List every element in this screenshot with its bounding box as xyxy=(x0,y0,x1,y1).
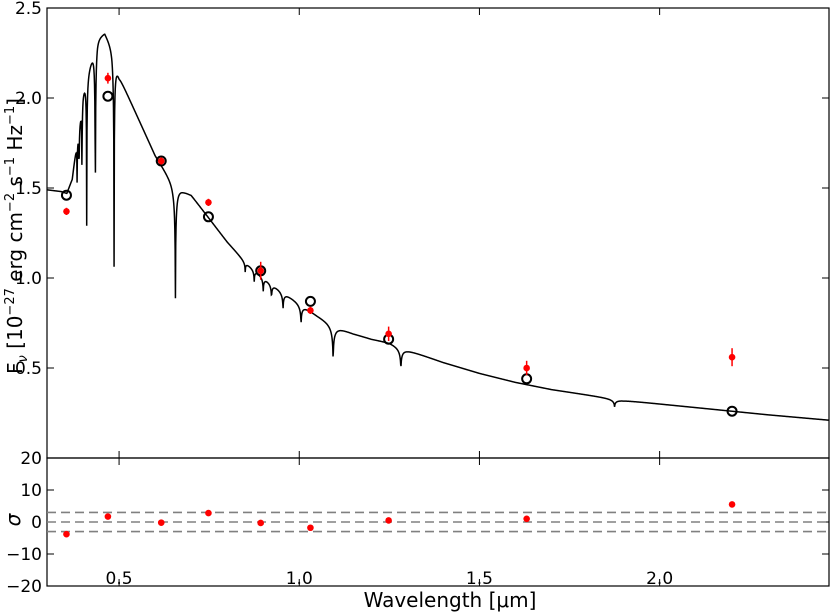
x-tick-labels: 0.5 1.0 1.5 2.0 xyxy=(106,569,674,589)
residual-y-tick-label: −10 xyxy=(6,545,42,565)
residual-y-tick-label: 20 xyxy=(20,449,42,469)
main-panel: 0.5 1.0 1.5 2.0 2.5 xyxy=(15,0,830,459)
main-y-axis-label: Fν [10−27 erg cm−2 s−1 Hz−1] xyxy=(3,98,31,374)
synthetic-point xyxy=(60,189,72,201)
x-tick-label: 0.5 xyxy=(106,569,133,589)
synthetic-point xyxy=(304,295,316,307)
residual-y-tick-label: 10 xyxy=(20,481,42,501)
observed-point xyxy=(63,208,70,215)
residual-point xyxy=(728,501,736,508)
sigma-reference-lines xyxy=(47,511,829,533)
synthetic-point xyxy=(155,155,167,167)
observed-point xyxy=(205,199,212,206)
residual-point xyxy=(523,515,530,523)
residual-point xyxy=(104,513,112,520)
residual-point xyxy=(157,519,165,526)
main-ticks xyxy=(47,7,829,458)
synthetic-point xyxy=(102,90,114,102)
residual-panel: −20 −10 0 10 20 0.5 1.0 1.5 2.0 xyxy=(6,449,830,597)
observed-point xyxy=(157,157,165,165)
model-spectrum-line xyxy=(47,33,829,421)
x-tick-label: 1.0 xyxy=(286,569,313,589)
observed-point xyxy=(257,267,264,275)
observed-point xyxy=(104,74,112,82)
observed-point xyxy=(385,330,392,338)
observed-point xyxy=(307,307,314,314)
residual-point xyxy=(385,517,392,524)
x-axis-label: Wavelength [μm] xyxy=(364,588,537,612)
synthetic-point xyxy=(521,373,533,385)
residual-ytick-labels: −20 −10 0 10 20 xyxy=(6,449,42,597)
observed-point xyxy=(523,364,530,372)
residual-point xyxy=(205,509,212,517)
main-y-tick-label: 2.0 xyxy=(15,89,42,109)
main-y-tick-label: 1.5 xyxy=(15,179,42,199)
main-plot-frame xyxy=(46,7,830,459)
main-y-tick-label: 0.5 xyxy=(15,359,42,379)
residual-y-tick-label: −20 xyxy=(6,577,42,597)
residual-y-tick-label: 0 xyxy=(31,513,42,533)
observed-point xyxy=(728,353,736,361)
main-ytick-labels: 0.5 1.0 1.5 2.0 2.5 xyxy=(15,0,42,379)
main-y-tick-label: 1.0 xyxy=(15,269,42,289)
residual-y-axis-label: σ xyxy=(1,512,25,526)
residual-points xyxy=(63,501,736,538)
x-tick-label: 2.0 xyxy=(646,569,673,589)
synthetic-photometry-points xyxy=(60,90,738,417)
synthetic-point xyxy=(726,405,738,417)
synthetic-point xyxy=(202,211,214,223)
residual-point xyxy=(63,530,70,538)
observed-photometry-points xyxy=(63,72,736,376)
x-tick-label: 1.5 xyxy=(466,569,493,589)
residual-point xyxy=(257,519,264,527)
main-y-tick-label: 2.5 xyxy=(15,0,42,19)
residual-point xyxy=(307,524,314,532)
